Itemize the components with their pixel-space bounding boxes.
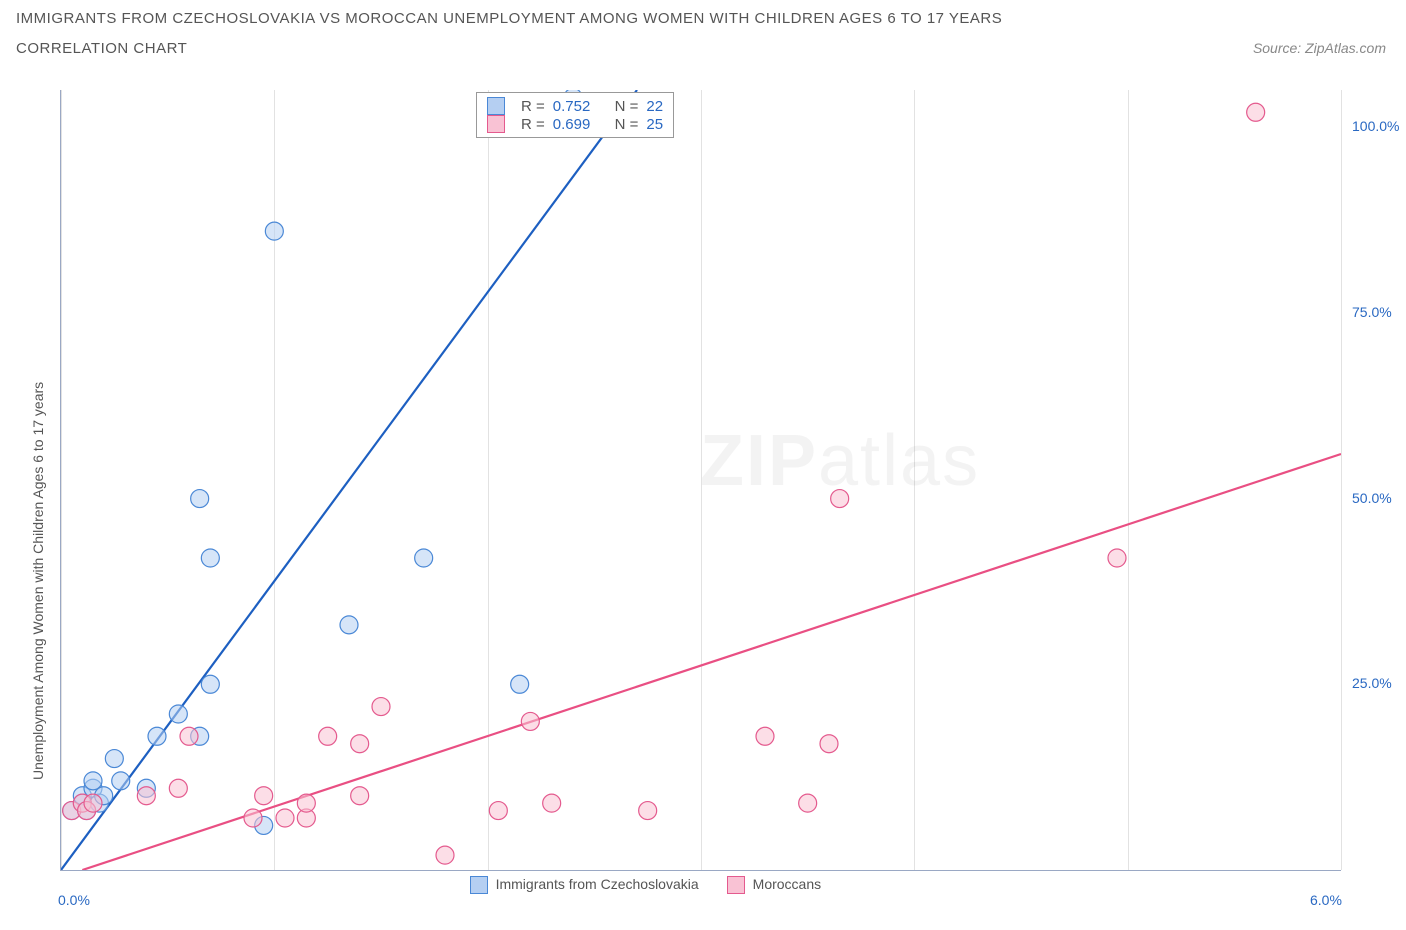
data-point-series-b <box>351 735 369 753</box>
legend-item-series-b: Moroccans <box>727 876 821 894</box>
plot-area <box>60 90 1341 871</box>
data-point-series-a <box>511 675 529 693</box>
y-axis-label: Unemployment Among Women with Children A… <box>30 382 46 780</box>
stat-n-value: 22 <box>646 98 663 115</box>
data-point-series-b <box>820 735 838 753</box>
data-point-series-b <box>137 787 155 805</box>
y-tick-label: 50.0% <box>1352 490 1392 506</box>
data-point-series-a <box>112 772 130 790</box>
stat-r-value: 0.699 <box>553 116 591 133</box>
y-tick-label: 25.0% <box>1352 675 1392 691</box>
data-point-series-b <box>180 727 198 745</box>
data-point-series-b <box>543 794 561 812</box>
data-point-series-a <box>265 222 283 240</box>
stat-row-series-b: R = 0.699 N = 25 <box>487 115 663 133</box>
data-point-series-a <box>169 705 187 723</box>
stat-r-label: R = <box>521 98 545 115</box>
data-point-series-a <box>84 772 102 790</box>
trendline-series-b <box>82 454 1341 870</box>
data-point-series-b <box>436 846 454 864</box>
data-point-series-b <box>489 802 507 820</box>
y-tick-label: 100.0% <box>1352 118 1399 134</box>
correlation-stat-box: R = 0.752 N = 22R = 0.699 N = 25 <box>476 92 674 138</box>
legend-swatch-b <box>727 876 745 894</box>
data-point-series-a <box>340 616 358 634</box>
stat-row-series-a: R = 0.752 N = 22 <box>487 97 663 115</box>
chart-title-line1: IMMIGRANTS FROM CZECHOSLOVAKIA VS MOROCC… <box>16 10 1002 27</box>
stat-r-label: R = <box>521 116 545 133</box>
data-point-series-b <box>276 809 294 827</box>
data-point-series-b <box>372 698 390 716</box>
chart-title-line2: CORRELATION CHART <box>16 40 187 57</box>
legend-item-series-a: Immigrants from Czechoslovakia <box>470 876 699 894</box>
legend-label-a: Immigrants from Czechoslovakia <box>496 876 699 892</box>
y-tick-label: 75.0% <box>1352 304 1392 320</box>
data-point-series-a <box>415 549 433 567</box>
bottom-legend: Immigrants from Czechoslovakia Moroccans <box>470 876 822 894</box>
data-point-series-a <box>105 750 123 768</box>
data-point-series-b <box>255 787 273 805</box>
data-point-series-b <box>1108 549 1126 567</box>
data-point-series-b <box>169 779 187 797</box>
trendline-series-a <box>61 90 637 870</box>
data-point-series-a <box>148 727 166 745</box>
data-point-series-b <box>1247 103 1265 121</box>
legend-label-b: Moroccans <box>753 876 821 892</box>
source-label: Source: ZipAtlas.com <box>1253 40 1386 56</box>
stat-n-label: N = <box>615 116 639 133</box>
data-point-series-a <box>201 549 219 567</box>
data-point-series-b <box>84 794 102 812</box>
data-point-series-b <box>319 727 337 745</box>
stat-n-label: N = <box>615 98 639 115</box>
chart-svg <box>61 90 1341 870</box>
data-point-series-a <box>201 675 219 693</box>
x-tick-low: 0.0% <box>58 892 90 908</box>
stat-n-value: 25 <box>646 116 663 133</box>
data-point-series-b <box>244 809 262 827</box>
stat-r-value: 0.752 <box>553 98 591 115</box>
swatch-series-a <box>487 97 505 115</box>
data-point-series-b <box>799 794 817 812</box>
data-point-series-b <box>297 794 315 812</box>
data-point-series-b <box>756 727 774 745</box>
legend-swatch-a <box>470 876 488 894</box>
data-point-series-a <box>191 490 209 508</box>
data-point-series-b <box>831 490 849 508</box>
data-point-series-b <box>521 712 539 730</box>
gridline-v <box>1341 90 1342 870</box>
data-point-series-b <box>639 802 657 820</box>
swatch-series-b <box>487 115 505 133</box>
x-tick-high: 6.0% <box>1310 892 1342 908</box>
data-point-series-b <box>351 787 369 805</box>
